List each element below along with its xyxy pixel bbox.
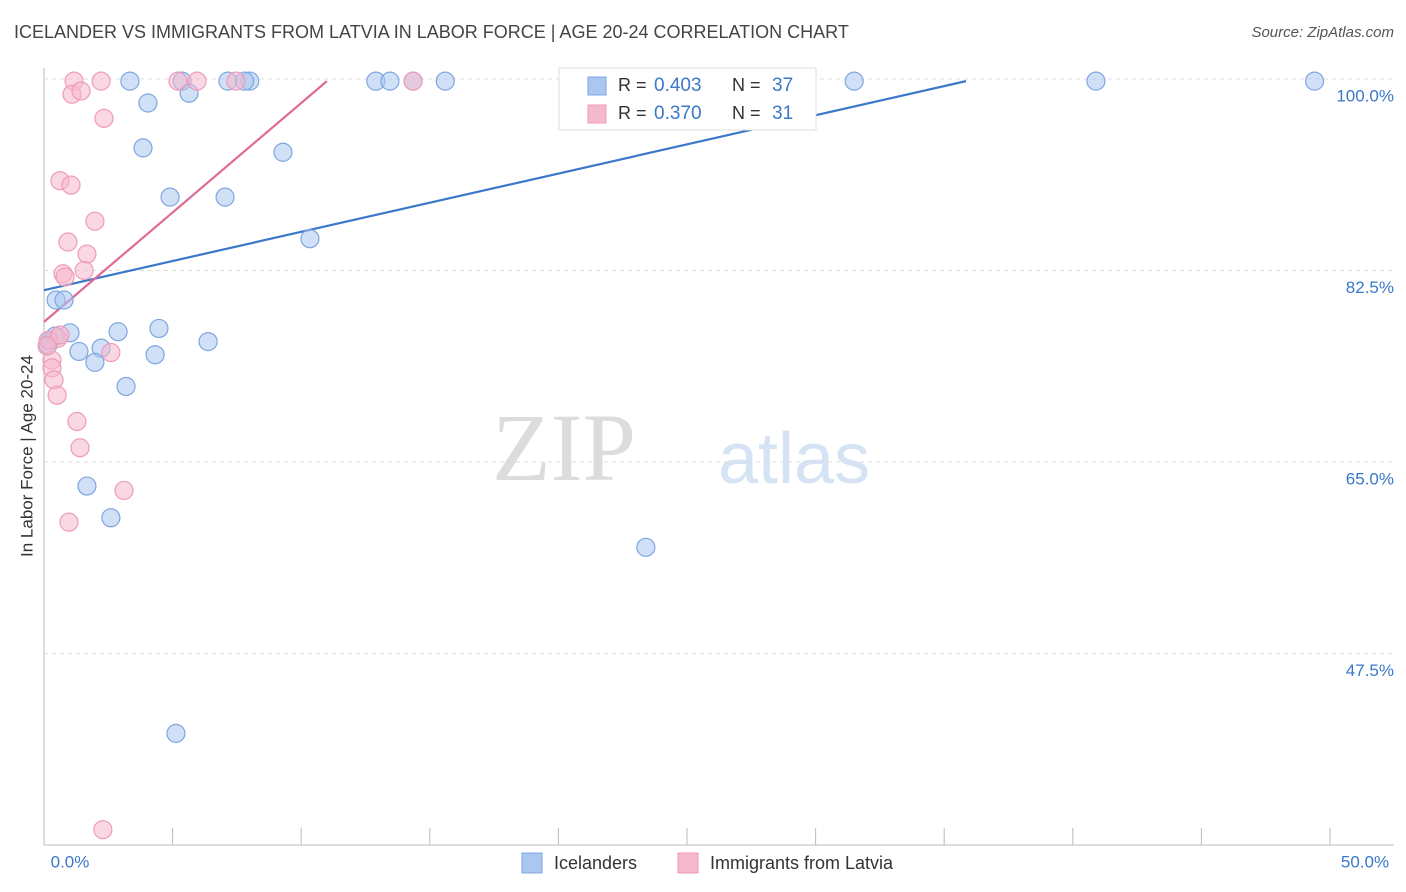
point	[47, 385, 67, 405]
point	[226, 71, 246, 91]
point	[168, 71, 188, 91]
legend-label: Icelanders	[554, 853, 637, 873]
point	[187, 71, 207, 91]
point	[91, 71, 111, 91]
point	[273, 142, 293, 162]
point	[74, 260, 94, 281]
legend-label: Immigrants from Latvia	[710, 853, 894, 873]
point	[166, 723, 186, 743]
watermark: ZIP	[492, 394, 636, 501]
chart-title: ICELANDER VS IMMIGRANTS FROM LATVIA IN L…	[14, 22, 849, 42]
point	[215, 187, 235, 207]
point	[69, 341, 89, 362]
stat-label: R =	[618, 103, 647, 123]
source: Source: ZipAtlas.com	[1251, 24, 1394, 41]
stat-label: R =	[618, 75, 647, 95]
point	[116, 376, 136, 397]
y-tick-label: 82.5%	[1346, 278, 1394, 297]
trend-line	[43, 80, 967, 292]
x-tick-label: 0.0%	[51, 852, 90, 871]
legend-swatch	[587, 104, 607, 124]
point	[149, 318, 169, 339]
point	[77, 476, 97, 496]
point	[114, 480, 134, 501]
stat-n: 37	[772, 75, 793, 96]
point	[59, 512, 79, 532]
stat-label: N =	[732, 75, 761, 95]
point	[85, 352, 105, 372]
stat-n: 31	[772, 103, 793, 124]
y-axis-label: In Labor Force | Age 20-24	[17, 355, 36, 557]
points	[37, 71, 1325, 840]
point	[300, 229, 320, 249]
stat-r: 0.370	[654, 103, 702, 124]
point	[50, 325, 70, 345]
point	[403, 71, 423, 91]
point	[101, 508, 121, 528]
point	[844, 71, 864, 91]
legend: R = 0.403 N = 37 Icelanders R = 0.370 N = 31 Immi…	[521, 75, 894, 874]
y-tick-label: 100.0%	[1336, 86, 1394, 105]
point	[77, 244, 97, 264]
legend-swatch	[521, 852, 543, 874]
point	[120, 71, 140, 91]
point	[138, 93, 158, 113]
point	[133, 138, 153, 158]
point	[70, 438, 90, 458]
grid	[43, 78, 1394, 845]
point	[61, 175, 81, 195]
point	[58, 232, 78, 252]
point	[380, 71, 400, 91]
y-tick-label: 65.0%	[1346, 469, 1394, 488]
point	[71, 81, 91, 101]
point	[67, 411, 87, 432]
stat-label: N =	[732, 103, 761, 123]
point	[54, 290, 74, 310]
legend-swatch	[587, 76, 607, 96]
y-tick-label: 47.5%	[1346, 661, 1394, 680]
point	[101, 342, 121, 363]
point	[636, 537, 656, 557]
point	[198, 331, 218, 352]
point	[435, 71, 455, 91]
point	[37, 336, 57, 356]
point	[85, 211, 105, 231]
point	[108, 322, 128, 342]
legend-swatch	[677, 852, 699, 874]
point	[1086, 71, 1106, 91]
point	[145, 345, 165, 365]
point	[94, 108, 114, 128]
point	[160, 187, 180, 207]
trend-line	[43, 80, 328, 323]
x-tick-label: 50.0%	[1341, 852, 1389, 871]
stat-r: 0.403	[654, 75, 702, 96]
trend-lines	[43, 80, 967, 323]
point	[93, 820, 113, 840]
point	[55, 267, 75, 287]
watermark: atlas	[718, 419, 870, 499]
point	[1304, 71, 1325, 91]
